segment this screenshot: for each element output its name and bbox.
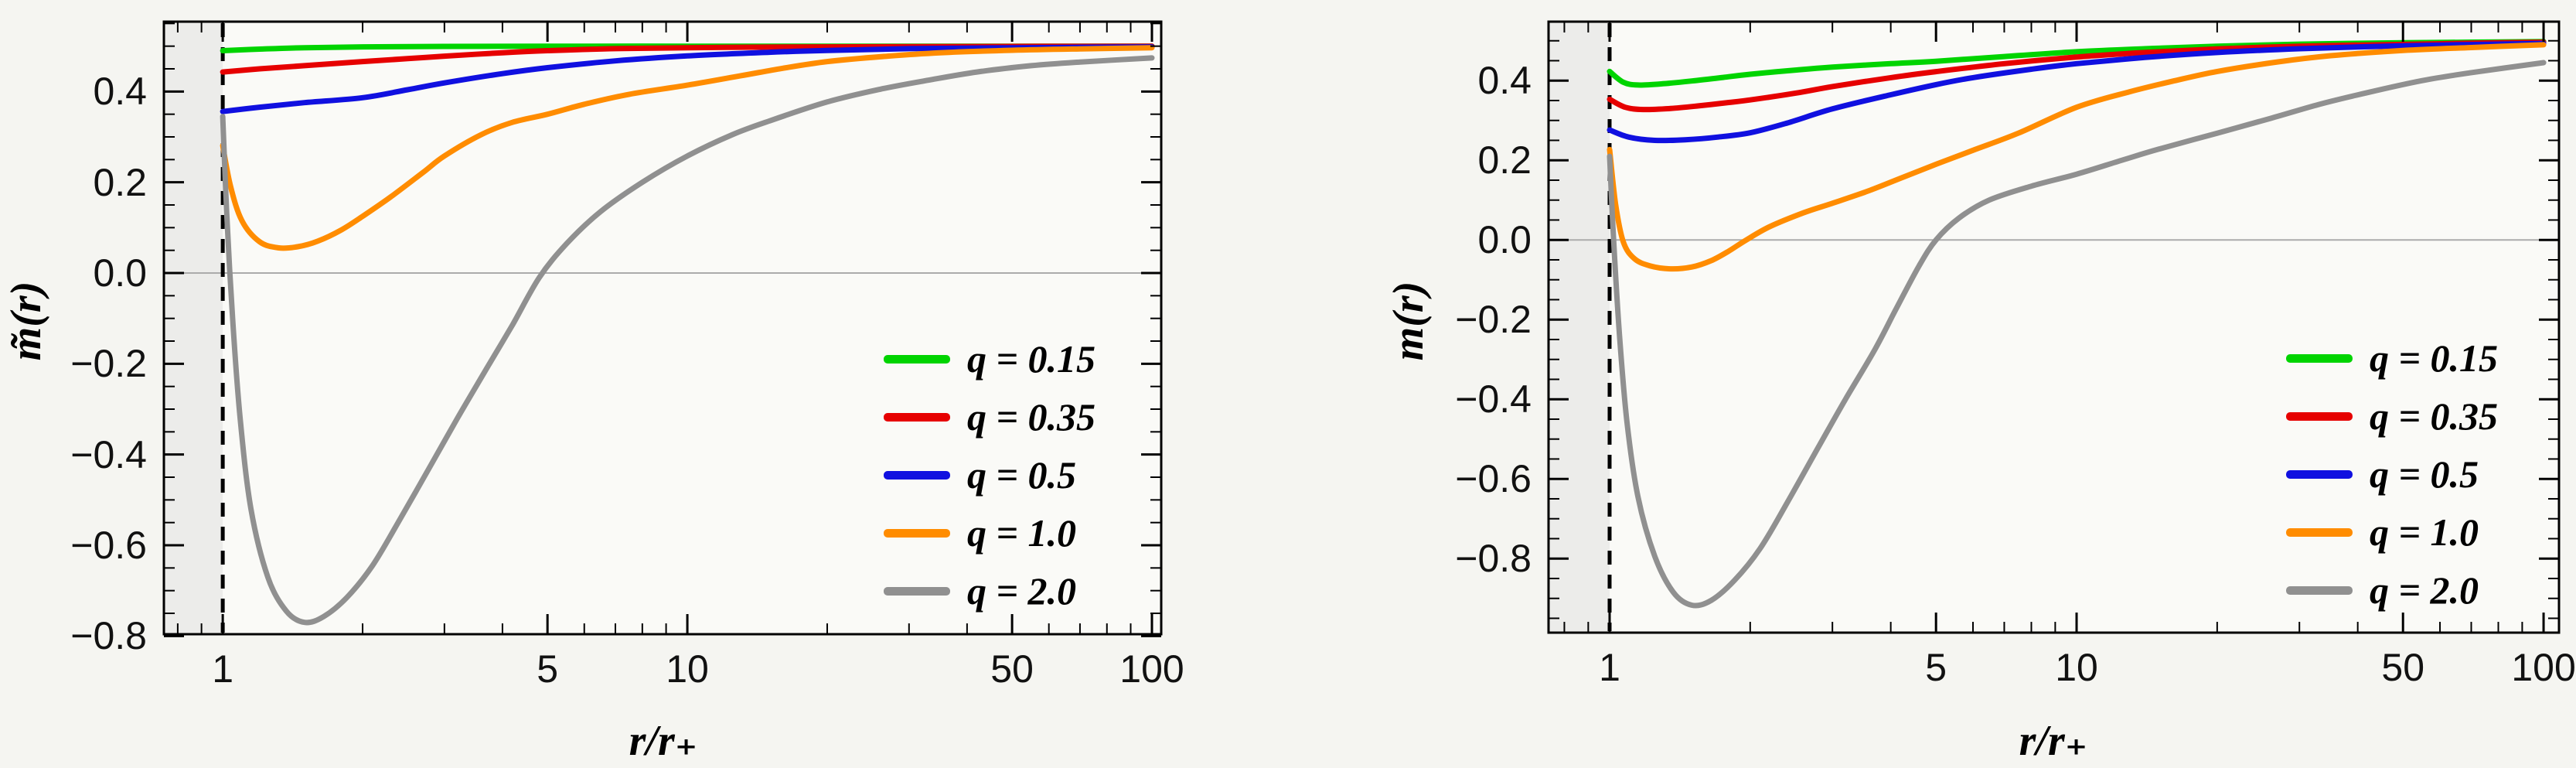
curve-q-2.0 [220, 55, 1155, 626]
curve-q-1.0 [220, 45, 1155, 251]
excluded-region-band [1549, 22, 1610, 633]
excluded-region-band [164, 22, 223, 634]
plot-frame [162, 20, 1163, 636]
plot-background [164, 22, 1161, 634]
curve-q-2.0 [1607, 60, 2547, 609]
curve-q-1.0 [1607, 42, 2547, 272]
curve-q-0.5 [220, 44, 1155, 114]
curve-q-0.5 [1607, 40, 2547, 144]
plot-background [1549, 22, 2559, 633]
plot-frame [1547, 20, 2561, 634]
